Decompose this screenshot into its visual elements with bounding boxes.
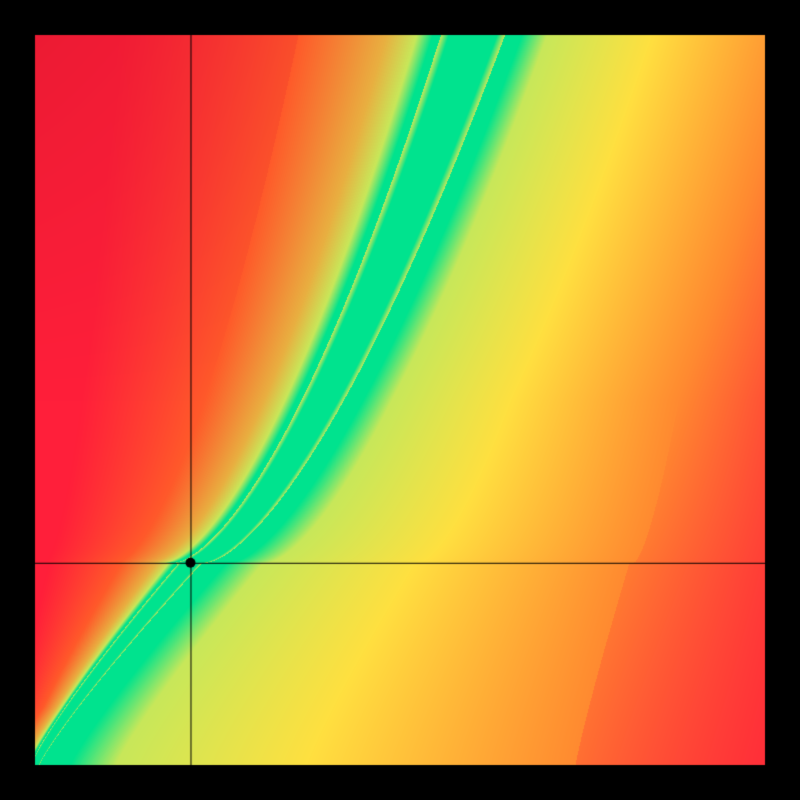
bottleneck-heatmap xyxy=(0,0,800,800)
